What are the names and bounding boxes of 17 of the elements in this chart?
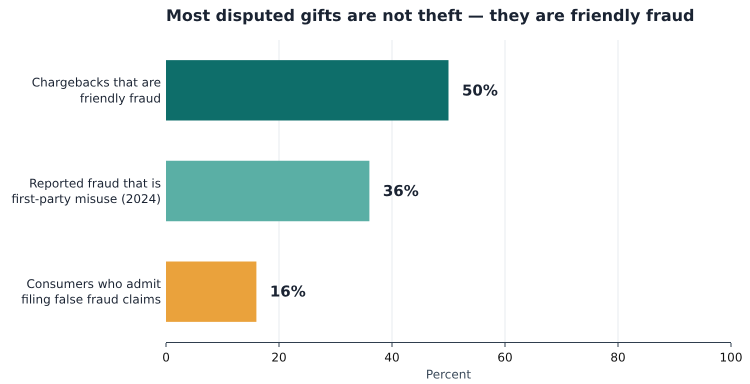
y-tick-label: Consumers who admit filing false fraud claims — [21, 277, 162, 307]
bar — [166, 160, 370, 222]
x-tick-label: 60 — [497, 350, 513, 364]
data-label: 16% — [259, 282, 306, 301]
chart-title: Most disputed gifts are not theft — they are friendly fraud — [166, 6, 694, 25]
x-tick-label: 80 — [610, 350, 626, 364]
x-tick-label: 20 — [271, 350, 287, 364]
y-tick-label: Reported fraud that is first-party misuse (2024) — [11, 176, 161, 206]
y-tick-label: Chargebacks that are friendly fraud — [32, 76, 161, 106]
x-tick-label: 40 — [384, 350, 400, 364]
x-tick-label: 0 — [162, 350, 170, 364]
x-axis-title: Percent — [426, 367, 472, 382]
data-label: 36% — [372, 182, 419, 200]
x-tick-label: 100 — [720, 350, 742, 364]
bar — [166, 261, 256, 322]
bar — [166, 60, 448, 121]
data-label: 50% — [452, 81, 498, 100]
